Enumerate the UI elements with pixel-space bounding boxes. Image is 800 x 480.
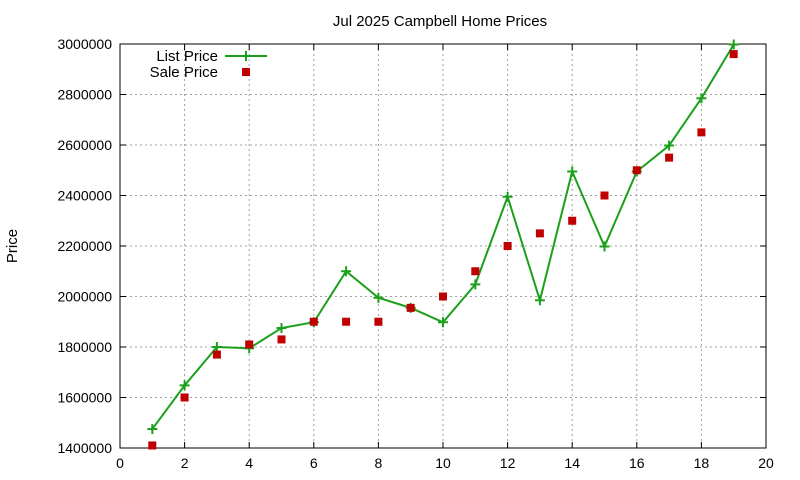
x-tick-label: 12 — [500, 455, 516, 471]
x-tick-label: 4 — [245, 455, 253, 471]
sale-price-point — [309, 317, 318, 326]
sale-price-point — [212, 350, 221, 359]
x-tick-label: 20 — [758, 455, 774, 471]
sale-price-point — [535, 229, 544, 238]
sale-price-point — [277, 335, 286, 344]
sale-price-point — [439, 292, 447, 301]
list-price-line — [151, 43, 735, 430]
y-tick-label: 1800000 — [57, 339, 112, 355]
y-tick-label: 3000000 — [57, 36, 112, 52]
x-tick-label: 2 — [181, 455, 189, 471]
sale-price-point — [697, 128, 706, 137]
list-price-point — [470, 279, 481, 290]
sale-price-point — [342, 317, 351, 326]
legend-marker — [242, 68, 250, 76]
sale-price-point — [600, 191, 609, 200]
legend-marker — [241, 51, 251, 61]
list-price-point — [276, 323, 287, 334]
sale-price-point — [406, 303, 415, 312]
grid-lines — [120, 44, 766, 448]
legend-label: Sale Price — [150, 64, 218, 81]
list-price-point — [147, 424, 158, 435]
sale-price-point — [471, 267, 480, 276]
list-price-point — [534, 295, 545, 306]
sale-price-point — [632, 166, 641, 175]
series-layer — [147, 39, 739, 450]
sale-price-point — [374, 317, 383, 326]
list-price-point — [664, 140, 675, 151]
axis-ticks: 1400000 1600000 1800000 2000000 2200000 24000… — [57, 36, 774, 471]
list-price-point — [696, 93, 707, 104]
sale-price-point — [148, 441, 157, 450]
sale-price-point — [245, 340, 254, 349]
x-tick-label: 6 — [310, 455, 318, 471]
y-tick-label: 2600000 — [57, 137, 112, 153]
x-tick-label: 10 — [435, 455, 451, 471]
y-tick-label: 2000000 — [57, 289, 112, 305]
y-tick-label: 2200000 — [57, 238, 112, 254]
list-price-point — [599, 241, 610, 252]
y-tick-label: 1600000 — [57, 390, 112, 406]
y-tick-label: 1400000 — [57, 440, 112, 456]
y-axis-label: Price — [4, 229, 21, 263]
chart-title: Jul 2025 Campbell Home Prices — [333, 13, 547, 30]
sale-price-point — [665, 153, 674, 162]
list-price-point — [502, 191, 513, 202]
x-tick-label: 16 — [629, 455, 645, 471]
sale-price-point — [729, 50, 738, 59]
sale-price-point — [503, 242, 512, 250]
list-price-point — [728, 39, 739, 50]
x-tick-label: 14 — [564, 455, 580, 471]
x-tick-label: 0 — [116, 455, 124, 471]
list-price-point — [211, 342, 222, 352]
x-tick-label: 8 — [375, 455, 383, 471]
list-price-point — [567, 166, 578, 177]
list-price-point — [438, 317, 448, 328]
sale-price-point — [568, 216, 577, 225]
x-tick-label: 18 — [694, 455, 710, 471]
y-tick-label: 2800000 — [57, 87, 112, 103]
list-price-point — [341, 266, 352, 277]
list-price-point — [179, 380, 190, 391]
sale-price-point — [180, 393, 189, 402]
legend-label: List Price — [156, 48, 218, 65]
list-price-point — [373, 292, 384, 303]
y-tick-label: 2400000 — [57, 188, 112, 204]
